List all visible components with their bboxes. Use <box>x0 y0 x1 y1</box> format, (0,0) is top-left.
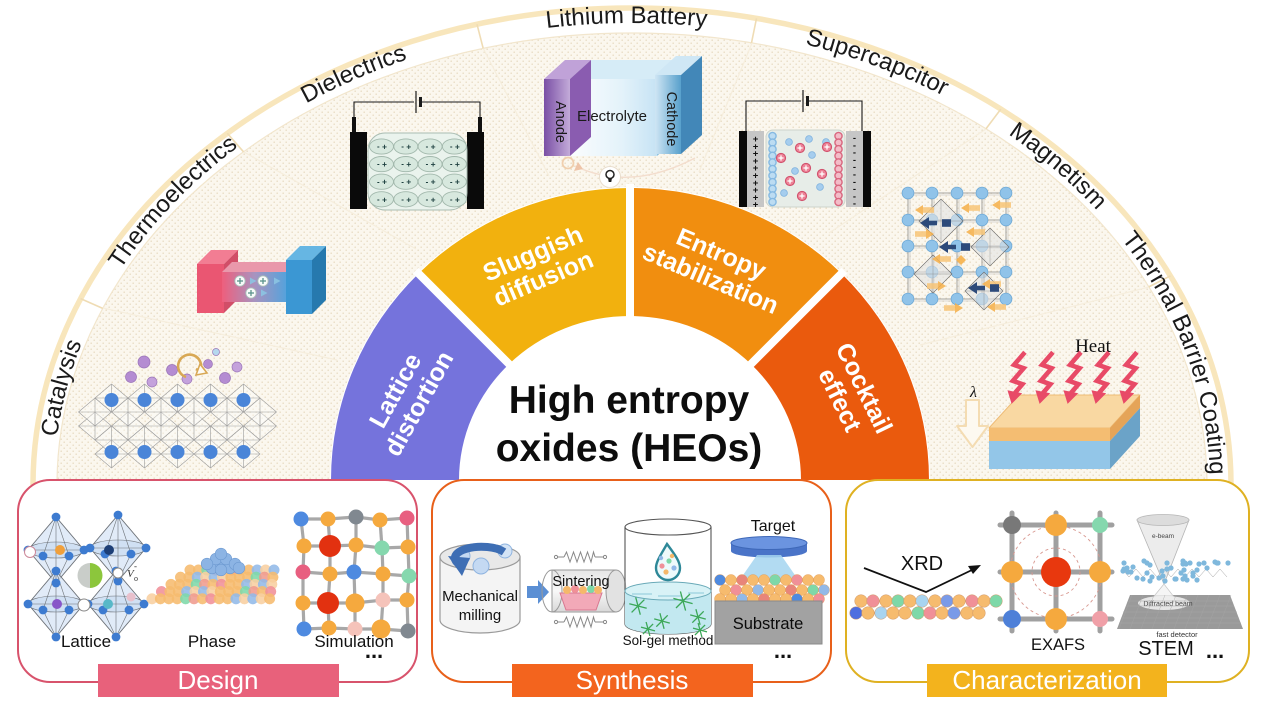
svg-text:+: + <box>753 156 759 167</box>
svg-text:Sol-gel method: Sol-gel method <box>623 633 714 648</box>
svg-text:oxides (HEOs): oxides (HEOs) <box>496 427 763 470</box>
svg-text:+: + <box>406 194 411 204</box>
svg-text:Heat: Heat <box>1075 336 1112 357</box>
svg-text:...: ... <box>1206 638 1224 663</box>
svg-text:-: - <box>377 160 380 169</box>
svg-text:Design: Design <box>178 665 259 695</box>
svg-text:...: ... <box>365 638 383 663</box>
svg-text:+: + <box>431 194 436 204</box>
svg-text:XRD: XRD <box>901 553 943 575</box>
svg-text:Characterization: Characterization <box>952 665 1141 695</box>
svg-text:-: - <box>450 160 453 169</box>
svg-text:Substrate: Substrate <box>733 615 804 633</box>
svg-text:-: - <box>853 140 856 151</box>
svg-text:+: + <box>753 192 759 203</box>
svg-text:e-beam: e-beam <box>1152 533 1174 540</box>
svg-text:-: - <box>377 177 380 186</box>
svg-text:Lithium Battery: Lithium Battery <box>544 2 708 34</box>
svg-text:-: - <box>853 184 856 195</box>
svg-text:+: + <box>455 142 460 152</box>
svg-text:-: - <box>401 160 404 169</box>
svg-text:Target: Target <box>751 518 796 535</box>
svg-text:-: - <box>377 142 380 151</box>
svg-text:+: + <box>455 159 460 169</box>
svg-text:Lattice: Lattice <box>61 632 111 651</box>
svg-text:milling: milling <box>459 607 502 624</box>
svg-text:+: + <box>382 159 387 169</box>
svg-text:-: - <box>426 177 429 186</box>
svg-text:-: - <box>426 142 429 151</box>
svg-text:o: o <box>134 574 138 583</box>
svg-text:+: + <box>406 159 411 169</box>
svg-text:-: - <box>853 155 856 166</box>
svg-text:fast detector: fast detector <box>1156 630 1198 639</box>
svg-text:Mechanical: Mechanical <box>442 588 518 605</box>
svg-text:-: - <box>426 160 429 169</box>
svg-text:+: + <box>382 177 387 187</box>
svg-text:+: + <box>753 185 759 196</box>
svg-text:+: + <box>753 134 759 145</box>
svg-text:...: ... <box>774 638 792 663</box>
svg-text:-: - <box>853 199 856 210</box>
svg-text:Diffracted beam: Diffracted beam <box>1143 601 1192 608</box>
svg-text:+: + <box>382 194 387 204</box>
svg-text:-: - <box>853 148 856 159</box>
svg-text:+: + <box>753 141 759 152</box>
svg-text:-: - <box>401 142 404 151</box>
svg-text:+: + <box>753 200 759 211</box>
svg-text:Electrolyte: Electrolyte <box>577 108 647 125</box>
svg-text:Synthesis: Synthesis <box>576 665 689 695</box>
svg-text:+: + <box>406 177 411 187</box>
svg-text:+: + <box>455 177 460 187</box>
svg-text:λ: λ <box>969 384 977 401</box>
svg-text:Phase: Phase <box>188 632 236 651</box>
svg-text:-: - <box>450 195 453 204</box>
svg-text:-: - <box>853 162 856 173</box>
svg-text:-: - <box>401 195 404 204</box>
svg-text:EXAFS: EXAFS <box>1031 636 1085 654</box>
svg-text:+: + <box>431 159 436 169</box>
svg-text:Simulation: Simulation <box>314 632 393 651</box>
svg-text:+: + <box>431 142 436 152</box>
svg-text:+: + <box>753 171 759 182</box>
svg-text:+: + <box>455 194 460 204</box>
svg-text:-: - <box>134 561 137 571</box>
svg-text:V: V <box>127 568 135 580</box>
svg-text:-: - <box>450 177 453 186</box>
svg-text:-: - <box>853 170 856 181</box>
svg-text:-: - <box>377 195 380 204</box>
svg-text:+: + <box>431 177 436 187</box>
svg-text:+: + <box>753 178 759 189</box>
svg-text:-: - <box>450 142 453 151</box>
svg-text:Cathode: Cathode <box>663 92 679 147</box>
svg-text:-: - <box>853 177 856 188</box>
svg-text:STEM: STEM <box>1138 638 1194 660</box>
svg-text:Anode: Anode <box>552 101 568 143</box>
svg-text:-: - <box>853 133 856 144</box>
svg-text:+: + <box>382 142 387 152</box>
svg-text:Sintering: Sintering <box>552 574 609 590</box>
svg-text:+: + <box>753 149 759 160</box>
svg-text:-: - <box>853 191 856 202</box>
svg-text:High entropy: High entropy <box>509 379 750 422</box>
svg-text:-: - <box>401 177 404 186</box>
svg-text:+: + <box>753 163 759 174</box>
svg-text:-: - <box>426 195 429 204</box>
svg-text:+: + <box>406 142 411 152</box>
